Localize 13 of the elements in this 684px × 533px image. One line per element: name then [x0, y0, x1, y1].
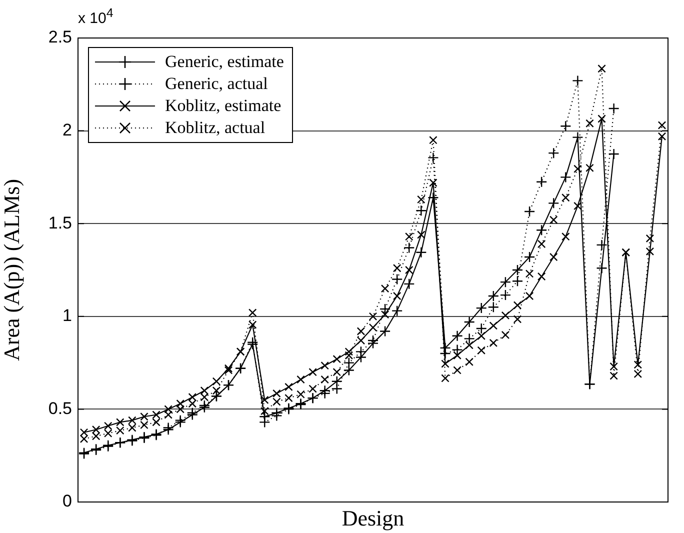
legend-label: Generic, actual	[165, 74, 268, 94]
legend-label: Koblitz, actual	[165, 118, 266, 138]
legend-label: Koblitz, estimate	[165, 96, 282, 116]
y-tick-label: 0.5	[48, 398, 72, 418]
y-tick-label: 1.5	[48, 213, 72, 232]
y-tick-label: 2.5	[48, 28, 72, 47]
text: x 10$^{4}$	[78, 6, 114, 27]
y-tick-label: 1	[62, 306, 72, 326]
y-tick-label: 2	[62, 120, 72, 140]
y-axis-title: Area (A(p)) (ALMs)	[0, 178, 24, 362]
y-tick-label: 0	[62, 492, 72, 511]
legend-label: Generic, estimate	[165, 52, 284, 72]
x-axis-title: Design	[342, 506, 404, 531]
